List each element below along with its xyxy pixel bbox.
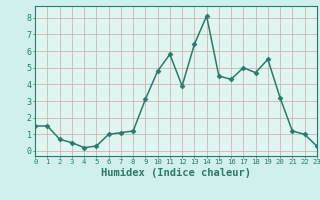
- X-axis label: Humidex (Indice chaleur): Humidex (Indice chaleur): [101, 168, 251, 178]
